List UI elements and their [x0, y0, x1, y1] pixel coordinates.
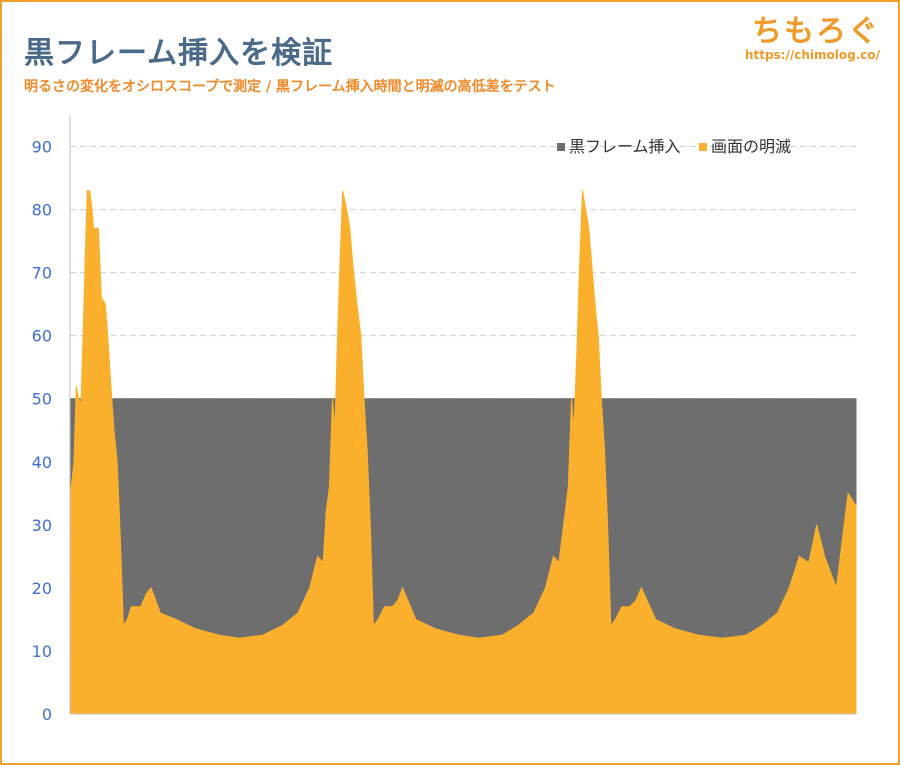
y-tick-label: 10 — [32, 642, 52, 661]
logo-name: ちもろぐ — [752, 14, 880, 49]
y-tick-label: 80 — [32, 201, 52, 220]
legend-label: 画面の明滅 — [711, 137, 791, 156]
legend: 黒フレーム挿入 画面の明滅 — [557, 137, 791, 156]
site-logo: ちもろぐ https://chimolog.co/ — [745, 6, 880, 62]
y-tick-label: 90 — [32, 138, 52, 157]
y-tick-label: 0 — [42, 705, 52, 724]
brightness-area — [69, 190, 857, 715]
axis-layer: 0 10 20 30 40 50 60 70 80 90 — [32, 115, 856, 724]
y-tick-label: 20 — [32, 579, 52, 598]
y-tick-label: 70 — [32, 264, 52, 283]
y-tick-label: 50 — [32, 390, 52, 409]
legend-label: 黒フレーム挿入 — [569, 137, 681, 156]
series-layer — [69, 190, 857, 715]
y-tick-label: 60 — [32, 327, 52, 346]
legend-swatch — [699, 143, 707, 151]
page-title: 黒フレーム挿入を検証 — [24, 36, 334, 71]
legend-swatch — [557, 143, 565, 151]
chart-svg: 0 10 20 30 40 50 60 70 80 90 黒フレーム挿入 画面の明滅 — [32, 115, 857, 724]
y-tick-label: 40 — [32, 453, 52, 472]
page-subtitle: 明るさの変化をオシロスコープで測定 / 黒フレーム挿入時間と明滅の高低差をテスト — [24, 79, 556, 95]
chart-area: 0 10 20 30 40 50 60 70 80 90 黒フレーム挿入 画面の明滅 — [0, 110, 900, 765]
y-tick-label: 30 — [32, 516, 52, 535]
logo-url: https://chimolog.co/ — [744, 48, 880, 62]
